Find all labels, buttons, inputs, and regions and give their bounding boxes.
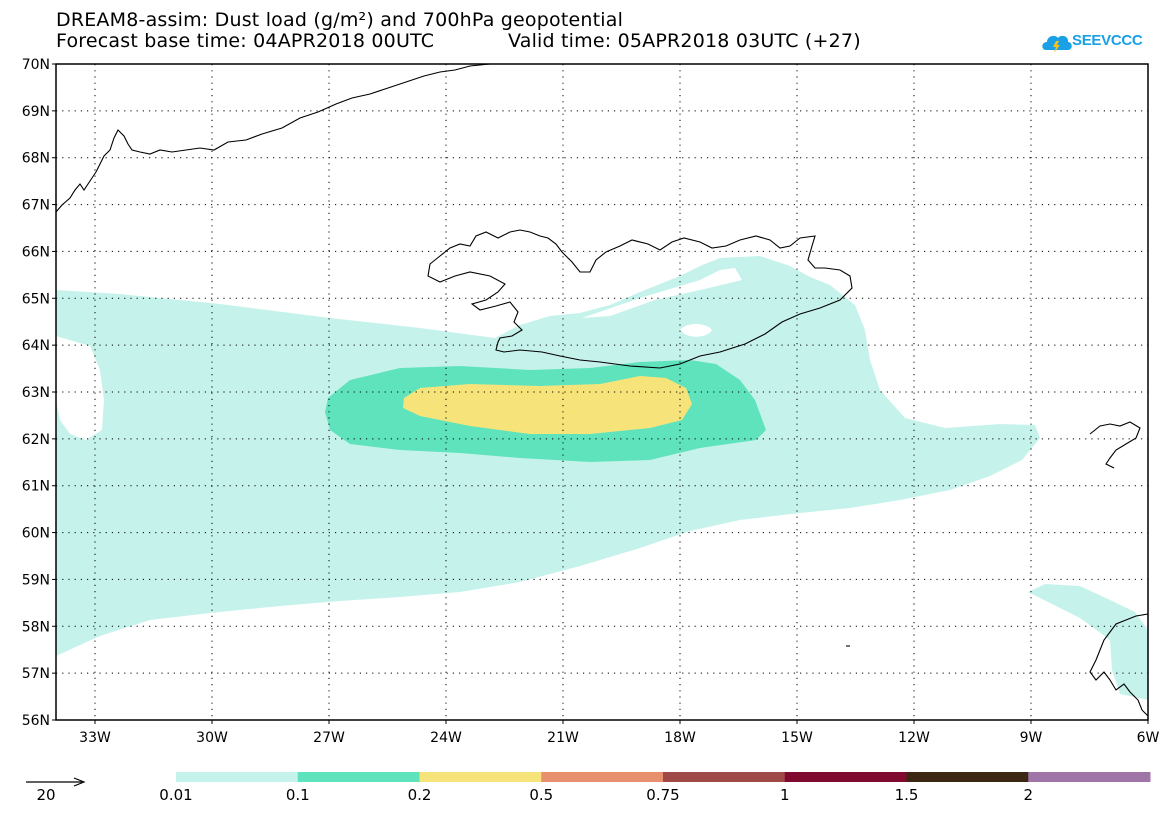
longitude-label: 33W — [79, 730, 111, 746]
latitude-ticks: 70N 69N 68N 67N 66N 65N 64N 63N 62N 61N 60N 59N 58N 5… — [22, 57, 56, 729]
latitude-label: 65N — [22, 291, 50, 307]
latitude-label: 68N — [22, 151, 50, 167]
dust-fields — [56, 256, 1148, 700]
longitude-label: 6W — [1137, 730, 1160, 746]
coast-iceland — [427, 229, 853, 369]
legend-threshold-label: 1 — [780, 786, 790, 804]
longitude-label: 12W — [898, 730, 930, 746]
latitude-label: 63N — [22, 385, 50, 401]
longitude-label: 30W — [196, 730, 228, 746]
reference-vector-label: 20 — [36, 786, 55, 804]
latitude-label: 60N — [22, 526, 50, 542]
forecast-base-time: Forecast base time: 04APR2018 00UTC — [56, 30, 435, 52]
latitude-label: 62N — [22, 432, 50, 448]
coastlines — [56, 64, 1148, 717]
cloud-icon — [1042, 35, 1072, 53]
longitude-label: 18W — [664, 730, 696, 746]
legend-color-bin — [906, 772, 1029, 782]
legend-color-bin — [784, 772, 907, 782]
legend-threshold-label: 0.1 — [286, 786, 310, 804]
legend-threshold-label: 0.2 — [408, 786, 432, 804]
latitude-label: 64N — [22, 338, 50, 354]
latitude-label: 57N — [22, 666, 50, 682]
coast-faroe — [1089, 421, 1141, 469]
color-legend: 20 0.01 0.1 0.2 0.5 0.75 1 1.5 2 — [26, 772, 1151, 804]
latitude-label: 66N — [22, 244, 50, 260]
longitude-label: 15W — [781, 730, 813, 746]
latitude-label: 67N — [22, 198, 50, 214]
longitude-label: 24W — [430, 730, 462, 746]
latitude-label: 56N — [22, 713, 50, 729]
map-subtitle: Forecast base time: 04APR2018 00UTC Valid… — [56, 30, 861, 52]
latitude-label: 61N — [22, 479, 50, 495]
legend-threshold-label: 1.5 — [895, 786, 919, 804]
dust-gap-west — [56, 336, 104, 440]
latitude-label: 58N — [22, 619, 50, 635]
latitude-label: 69N — [22, 104, 50, 120]
legend-color-bin — [1028, 772, 1151, 782]
latitude-label: 70N — [22, 57, 50, 73]
coast-greenland — [56, 64, 496, 213]
legend-threshold-label: 2 — [1023, 786, 1033, 804]
longitude-ticks: 33W 30W 27W 24W 21W 18W 15W 12W 9W 6W — [79, 720, 1160, 746]
legend-threshold-label: 0.75 — [646, 786, 679, 804]
legend-color-bin — [419, 772, 542, 782]
seevccc-logo: SEEVCCC — [1040, 28, 1152, 56]
latitude-label: 59N — [22, 572, 50, 588]
dust-region-high — [403, 376, 692, 434]
map-title: DREAM8-assim: Dust load (g/m²) and 700hP… — [56, 9, 624, 31]
legend-threshold-label: 0.01 — [159, 786, 192, 804]
logo-text: SEEVCCC — [1072, 32, 1143, 49]
dust-gap-north — [582, 268, 742, 318]
longitude-label: 27W — [313, 730, 345, 746]
legend-threshold-label: 0.5 — [529, 786, 553, 804]
coast-scotland — [1089, 613, 1148, 717]
legend-color-bin — [176, 772, 299, 782]
longitude-label: 9W — [1020, 730, 1043, 746]
graticule — [56, 64, 1148, 720]
legend-color-bin — [297, 772, 420, 782]
longitude-label: 21W — [547, 730, 579, 746]
dust-region-northeast — [1028, 584, 1148, 700]
valid-time: Valid time: 05APR2018 03UTC (+27) — [508, 30, 861, 52]
legend-color-bin — [541, 772, 664, 782]
legend-color-bin — [663, 772, 786, 782]
reference-vector-arrowhead — [73, 777, 86, 787]
dust-gap-small — [680, 324, 712, 337]
